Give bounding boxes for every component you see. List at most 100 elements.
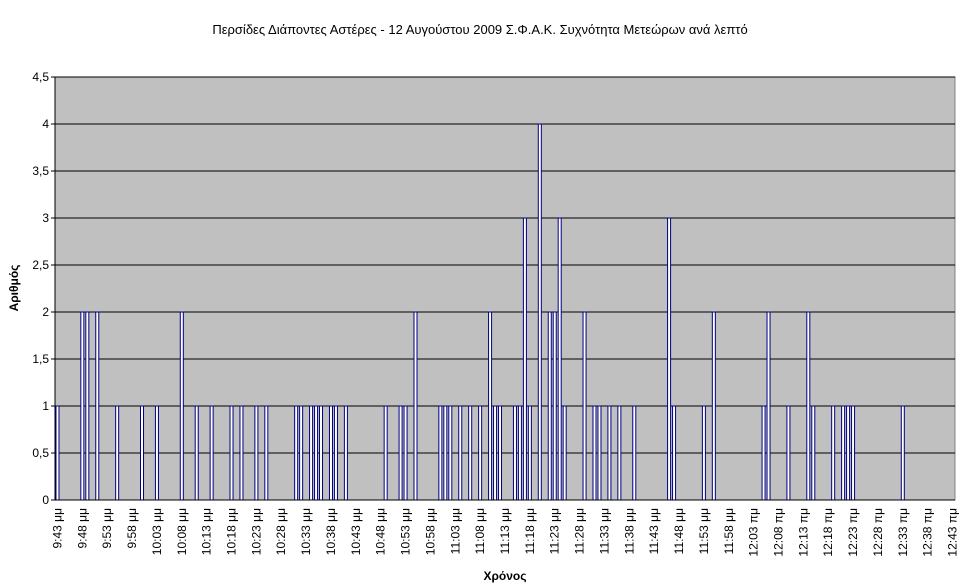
x-tick-label: 11:13 μμ: [498, 508, 512, 554]
x-tick-label: 10:08 μμ: [175, 508, 189, 555]
bar: [85, 311, 90, 501]
plot-area: [54, 76, 956, 501]
bar: [328, 405, 333, 501]
bar: [900, 405, 905, 501]
bar: [562, 405, 567, 501]
y-tick-label: 4: [42, 117, 49, 131]
bar: [552, 311, 557, 501]
bar: [254, 405, 259, 501]
bar: [458, 405, 463, 501]
bar: [851, 405, 856, 501]
x-tick-label: 12:38 πμ: [921, 508, 935, 557]
x-tick-label: 9:53 μμ: [100, 508, 114, 549]
x-tick-label: 10:03 μμ: [150, 508, 164, 555]
x-tick-label: 10:58 μμ: [423, 508, 437, 555]
bar: [319, 405, 324, 501]
x-tick-label: 10:28 μμ: [274, 508, 288, 555]
bar: [413, 311, 418, 501]
bar: [294, 405, 299, 501]
bar: [846, 405, 851, 501]
bar: [667, 217, 672, 501]
bar: [607, 405, 612, 501]
bar: [512, 405, 517, 501]
y-tick-label: 1: [42, 399, 49, 413]
bar: [493, 405, 498, 501]
x-tick-label: 11:18 μμ: [523, 508, 537, 554]
y-tick-label: 3: [42, 211, 49, 225]
bar: [209, 405, 214, 501]
bar: [806, 311, 811, 501]
bar: [443, 405, 448, 501]
bar: [314, 405, 319, 501]
bar: [80, 311, 85, 501]
x-tick-label: 12:18 πμ: [821, 508, 835, 557]
bar: [343, 405, 348, 501]
bar: [478, 405, 483, 501]
x-tick-label: 12:13 πμ: [796, 508, 810, 557]
x-tick-label: 11:53 μμ: [697, 508, 711, 554]
x-tick-label: 9:58 μμ: [125, 508, 139, 549]
bar: [299, 405, 304, 501]
bar: [527, 405, 532, 501]
x-tick-label: 10:18 μμ: [225, 508, 239, 555]
bar: [333, 405, 338, 501]
bar: [403, 405, 408, 501]
bar: [617, 405, 622, 501]
bar: [582, 311, 587, 501]
x-tick-label: 11:33 μμ: [597, 508, 611, 554]
bar: [55, 405, 60, 501]
x-tick-label: 10:53 μμ: [399, 508, 413, 555]
chart-title: Περσίδες Διάποντες Αστέρες - 12 Αυγούστο…: [212, 22, 747, 37]
x-tick-label: 10:33 μμ: [299, 508, 313, 555]
x-tick-label: 11:43 μμ: [647, 508, 661, 554]
y-tick-label: 2,5: [32, 258, 49, 272]
bar: [766, 311, 771, 501]
bar: [179, 311, 184, 501]
bar: [632, 405, 637, 501]
y-tick-label: 0: [42, 493, 49, 507]
x-tick-label: 11:08 μμ: [473, 508, 487, 554]
bar: [468, 405, 473, 501]
x-tick-label: 11:23 μμ: [548, 508, 562, 554]
x-tick-label: 11:03 μμ: [448, 508, 462, 554]
bar: [498, 405, 503, 501]
bar: [597, 405, 602, 501]
x-tick-label: 10:23 μμ: [249, 508, 263, 555]
x-tick-label: 11:58 μμ: [722, 508, 736, 554]
bar: [309, 405, 314, 501]
bar: [786, 405, 791, 501]
bar: [383, 405, 388, 501]
bar: [398, 405, 403, 501]
x-tick-label: 12:03 πμ: [747, 508, 761, 557]
bar: [672, 405, 677, 501]
bar: [115, 405, 120, 501]
bar: [831, 405, 836, 501]
x-tick-label: 10:13 μμ: [200, 508, 214, 555]
x-tick-label: 11:38 μμ: [622, 508, 636, 554]
bar: [811, 405, 816, 501]
x-tick-label: 12:28 πμ: [871, 508, 885, 557]
bar: [154, 405, 159, 501]
bar: [239, 405, 244, 501]
bar: [229, 405, 234, 501]
bar: [95, 311, 100, 501]
x-tick-label: 12:08 πμ: [771, 508, 785, 557]
x-tick-label: 12:33 πμ: [896, 508, 910, 557]
x-axis-title: Χρόνος: [483, 569, 526, 583]
y-axis-title: Αριθμός: [7, 265, 21, 312]
y-tick-label: 1,5: [32, 352, 49, 366]
x-tick-label: 11:48 μμ: [672, 508, 686, 554]
bar: [194, 405, 199, 501]
x-tick-label: 10:38 μμ: [324, 508, 338, 555]
bar: [761, 405, 766, 501]
y-tick-label: 2: [42, 305, 49, 319]
bar: [517, 405, 522, 501]
bar: [592, 405, 597, 501]
x-tick-label: 12:43 πμ: [946, 508, 960, 557]
x-tick-label: 10:43 μμ: [349, 508, 363, 555]
y-tick-label: 3,5: [32, 164, 49, 178]
bar: [547, 311, 552, 501]
bar: [711, 311, 716, 501]
